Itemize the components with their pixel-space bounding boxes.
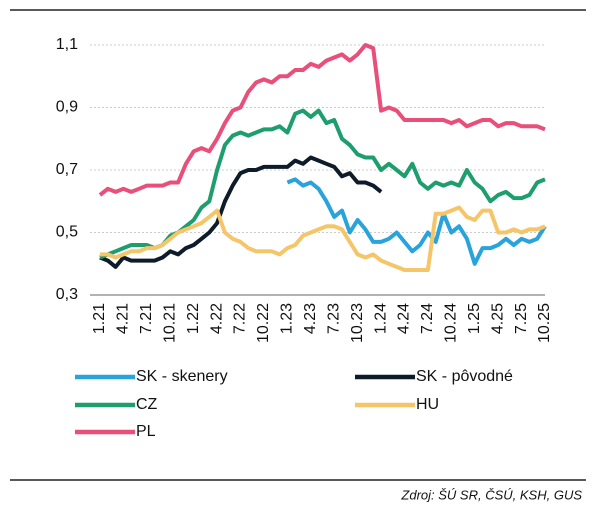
x-tick-label: 4.23 [302,303,319,334]
x-tick-label: 7.25 [513,303,530,334]
y-tick-label: 0,7 [56,161,78,178]
x-tick-label: 4.24 [396,303,413,334]
x-tick-label: 4.22 [208,303,225,334]
x-tick-label: 4.25 [489,303,506,334]
x-tick-label: 7.23 [325,303,342,334]
x-tick-label: 1.24 [372,303,389,334]
x-tick-label: 7.22 [232,303,249,334]
x-tick-label: 1.21 [91,303,108,334]
legend-label: SK - pôvodné [416,368,513,385]
series-line [98,43,546,197]
x-tick-label: 10.23 [349,303,366,343]
x-tick-label: 10.24 [443,303,460,343]
x-tick-label: 10.21 [161,303,178,343]
series-line [100,205,546,272]
y-tick-label: 0,3 [56,286,78,303]
legend-label: PL [136,423,156,440]
legend-label: CZ [136,396,158,413]
x-tick-label: 1.23 [279,303,296,334]
x-tick-label: 1.25 [466,303,483,334]
x-tick-label: 7.21 [138,303,155,334]
series-line [286,177,547,266]
y-tick-label: 0,9 [56,99,78,116]
source-note: Zdroj: ŠÚ SR, ČSÚ, KSH, GUS [400,487,582,502]
y-tick-label: 0,5 [56,224,78,241]
x-tick-label: 1.22 [185,303,202,334]
x-tick-label: 10.22 [255,303,272,343]
x-tick-label: 4.21 [115,303,132,334]
x-tick-label: 10.25 [536,303,553,343]
legend-label: SK - skenery [136,368,228,385]
series-line [99,155,383,269]
legend-label: HU [416,396,439,413]
y-tick-label: 1,1 [56,36,78,53]
x-tick-label: 7.24 [419,303,436,334]
